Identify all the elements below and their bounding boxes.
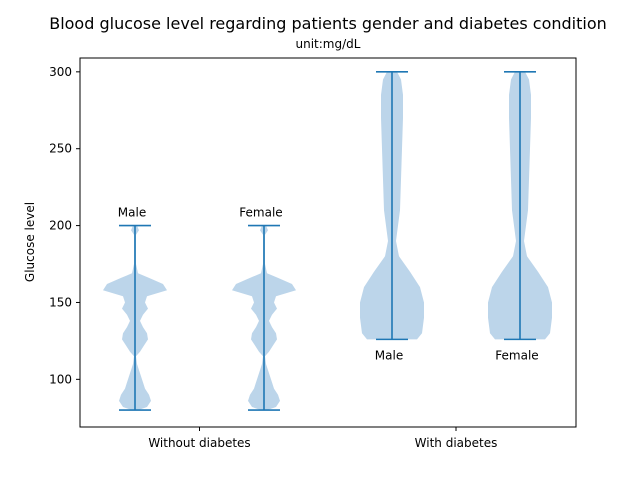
y-tick-label: 200	[49, 219, 72, 233]
violin-label: Male	[118, 206, 146, 220]
y-tick-label: 150	[49, 295, 72, 309]
violin-label: Male	[375, 348, 403, 362]
violin-annotations: Male Female Male Female	[118, 206, 539, 363]
violins-layer	[103, 71, 552, 411]
x-axis: Without diabetes With diabetes	[148, 427, 497, 450]
violin-lines-layer	[119, 71, 536, 411]
y-axis: 100 150 200 250 300	[49, 65, 80, 386]
chart-subtitle: unit:mg/dL	[296, 37, 361, 51]
y-tick-label: 100	[49, 372, 72, 386]
y-axis-label: Glucose level	[23, 202, 37, 282]
y-tick-label: 250	[49, 142, 72, 156]
chart-title: Blood glucose level regarding patients g…	[49, 14, 607, 33]
x-tick-label: With diabetes	[415, 436, 498, 450]
violin-label: Female	[495, 348, 538, 362]
plot-frame	[79, 57, 577, 428]
x-tick-label: Without diabetes	[148, 436, 250, 450]
y-tick-label: 300	[49, 65, 72, 79]
violin-label: Female	[239, 206, 282, 220]
